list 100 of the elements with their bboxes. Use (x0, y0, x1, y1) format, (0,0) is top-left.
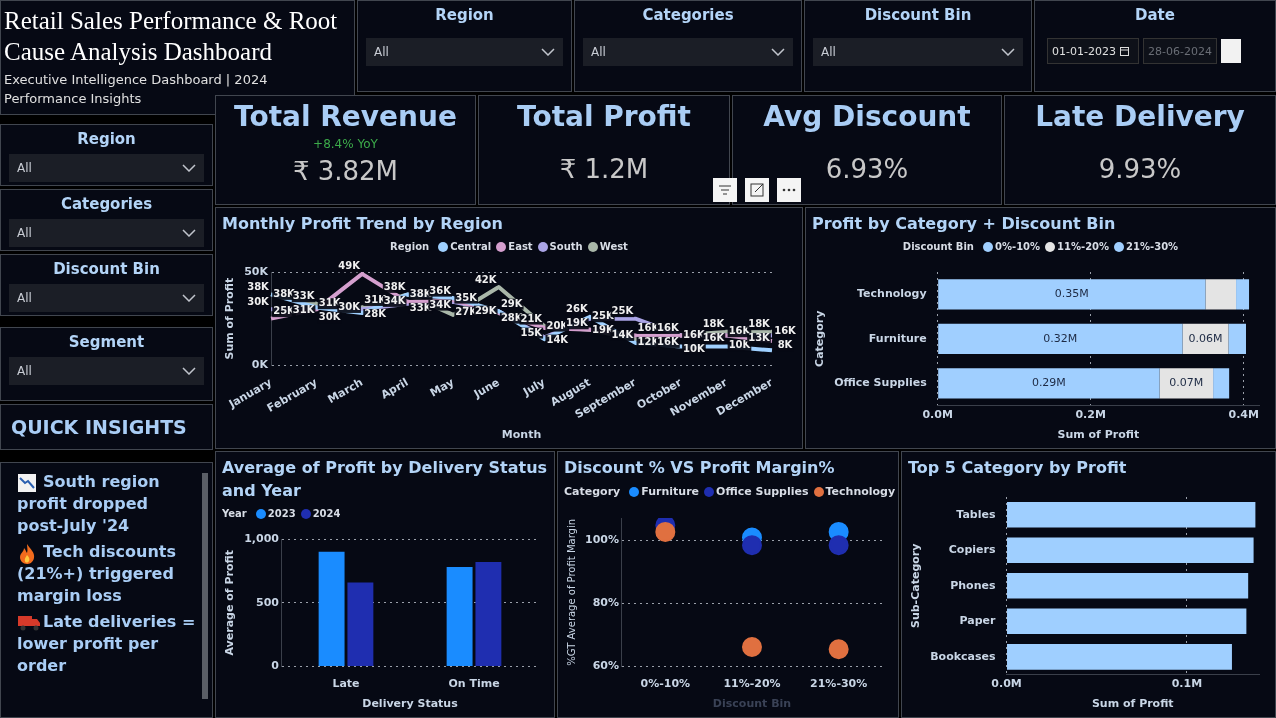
data-label: 28K (364, 308, 388, 320)
legend-label: South (549, 241, 583, 252)
x-axis-title: Sum of Profit (1091, 697, 1174, 711)
bar (1213, 368, 1230, 399)
bar (938, 279, 1206, 310)
bar (1236, 279, 1250, 310)
data-label: 26K (565, 303, 589, 315)
legend-label: Furniture (641, 485, 700, 498)
text: ₹ 3.82M (291, 155, 400, 188)
text: 01-01-2023 (1052, 44, 1116, 58)
text: 6.93% (824, 153, 910, 186)
point (828, 639, 849, 660)
y-axis-title: Sub-Category (909, 543, 923, 629)
chart-title: Discount % VS Profit Margin% (563, 457, 836, 479)
bar (446, 567, 473, 667)
legend-label: 2024 (312, 508, 341, 519)
y-axis-title: %GT Average of Profit Margin (565, 518, 577, 666)
text: All (17, 161, 32, 175)
y-tick-label: Paper (959, 614, 997, 628)
legend-label: West (599, 241, 628, 252)
x-tick-label: May (427, 375, 457, 400)
data-label: 0.35M (1054, 287, 1089, 301)
y-tick-label: 0K (251, 358, 269, 372)
text: Avg Discount (762, 99, 972, 135)
y-tick-label: 100% (585, 532, 619, 546)
data-label: 8K (777, 339, 794, 351)
legend-label: Office Supplies (716, 485, 809, 498)
data-label: 49K (338, 260, 362, 272)
bar (938, 368, 1160, 399)
y-tick-label: 0 (271, 659, 280, 673)
text: All (821, 45, 836, 59)
x-tick-label: 0.0M (991, 677, 1022, 691)
text: QUICK INSIGHTS (0, 404, 213, 450)
legend-title: Region (390, 241, 430, 252)
data-label: 30K (247, 295, 271, 307)
text: South region profit dropped post-July '24 (17, 471, 161, 537)
bar (1228, 323, 1246, 354)
data-label: 14K (611, 329, 635, 341)
legend-label: East (508, 241, 533, 252)
x-axis-title: Sum of Profit (1057, 428, 1140, 442)
data-label: 16K (774, 325, 798, 337)
data-label: 25K (611, 305, 635, 317)
x-tick-label: 0%-10% (640, 677, 691, 691)
x-tick-label: 0.0M (922, 408, 953, 422)
x-tick-label: 11%-20% (723, 677, 781, 691)
data-label: 0.29M (1031, 376, 1066, 390)
data-label: 38K (247, 280, 271, 292)
legend-label: 0%-10% (995, 241, 1041, 252)
y-tick-label: 60% (592, 659, 619, 673)
text: All (17, 364, 32, 378)
y-axis-title: Category (813, 310, 827, 367)
y-tick-label: Furniture (868, 331, 927, 345)
text: Tech discounts (21%+) triggered margin loss (17, 541, 177, 607)
text: +8.4% YoY (312, 136, 379, 152)
y-tick-label: Phones (950, 578, 996, 592)
legend-label: Technology (825, 485, 896, 498)
text: All (374, 45, 389, 59)
data-label: 25K (591, 310, 615, 322)
text: Region (76, 129, 137, 150)
legend-label: 11%-20% (1057, 241, 1110, 252)
bar (475, 561, 502, 667)
point (655, 521, 676, 542)
data-label: 30K (318, 311, 342, 323)
y-tick-label: 1,000 (244, 531, 280, 545)
bar (318, 551, 345, 667)
point (741, 535, 762, 556)
data-label: 18K (702, 318, 726, 330)
data-label: 15K (520, 326, 544, 338)
text: All (591, 45, 606, 59)
chart-title: Top 5 Category by Profit (907, 457, 1128, 479)
text: Discount Bin (863, 5, 973, 26)
legend-label: 21%-30% (1126, 241, 1179, 252)
y-tick-label: Bookcases (930, 649, 996, 663)
chart-title: Profit by Category + Discount Bin (811, 213, 1117, 235)
point (828, 535, 849, 556)
chart-title: Monthly Profit Trend by Region (221, 213, 504, 235)
text: ₹ 1.2M (558, 153, 650, 186)
legend-title: Category (564, 485, 621, 498)
legend-label: Central (450, 241, 492, 252)
bar (347, 582, 374, 667)
data-label: 16K (702, 332, 726, 344)
y-tick-label: Copiers (948, 543, 996, 557)
text: 28-06-2024 (1143, 38, 1217, 64)
data-label: 0.06M (1188, 331, 1223, 345)
text: Total Profit (516, 99, 692, 135)
x-axis-title: Month (501, 428, 542, 442)
y-tick-label: 50K (244, 264, 269, 278)
x-tick-label: 0.1M (1171, 677, 1203, 691)
x-tick-label: 0.2M (1075, 408, 1106, 422)
y-tick-label: 80% (592, 596, 619, 610)
text: Date (1134, 5, 1176, 26)
y-axis-title: Sum of Profit (223, 277, 237, 360)
text: Categories (641, 5, 735, 26)
chart-title: Average of Profit by Delivery Status and Year (221, 457, 549, 502)
data-label: 19K (591, 324, 615, 336)
text: Categories (59, 194, 154, 215)
point (741, 637, 762, 657)
y-axis-title: Average of Profit (223, 550, 237, 656)
legend-label: 2023 (267, 508, 296, 519)
x-tick-label: On Time (448, 677, 500, 691)
